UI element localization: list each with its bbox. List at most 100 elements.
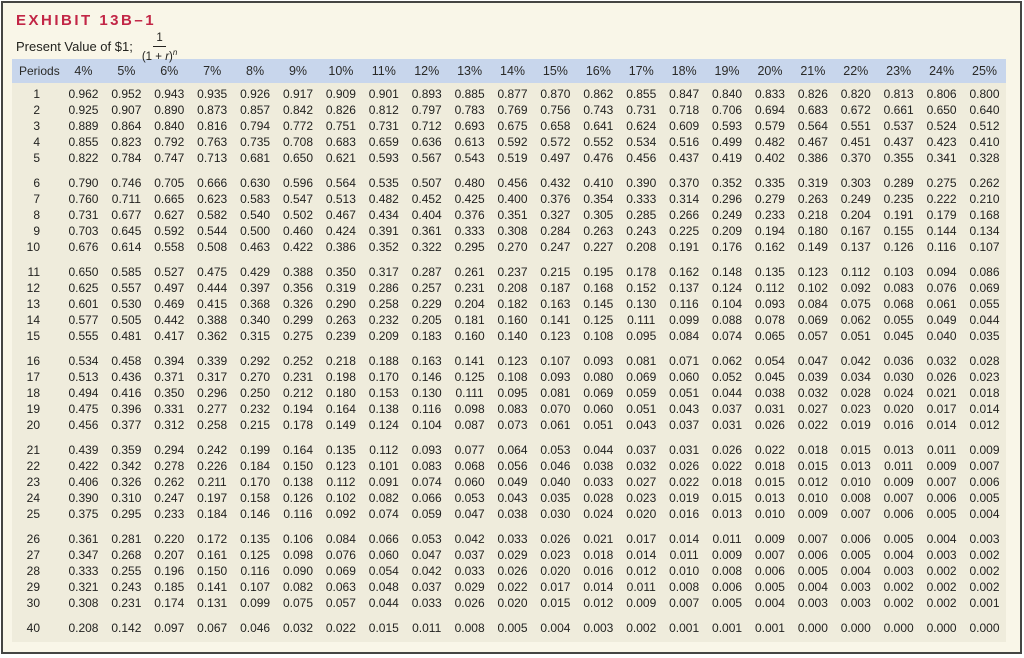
pv-cell: 0.502 (276, 207, 320, 223)
pv-cell: 0.012 (963, 417, 1006, 433)
pv-cell: 0.005 (920, 506, 964, 522)
pv-cell: 0.017 (920, 401, 964, 417)
pv-cell: 0.033 (576, 474, 620, 490)
pv-cell: 0.008 (662, 579, 706, 595)
pv-cell: 0.111 (619, 312, 663, 328)
pv-cell: 0.031 (748, 401, 792, 417)
pv-cell: 0.007 (963, 458, 1006, 474)
pv-cell: 0.402 (748, 150, 792, 166)
pv-cell: 0.051 (619, 401, 663, 417)
spacer-row (12, 522, 1006, 531)
pv-cell: 0.497 (147, 280, 191, 296)
pv-cell: 0.051 (576, 417, 620, 433)
pv-cell: 0.535 (362, 175, 406, 191)
pv-cell: 0.034 (834, 369, 878, 385)
pv-cell: 0.123 (533, 328, 577, 344)
spacer-row (12, 636, 1006, 642)
pv-cell: 0.333 (62, 563, 105, 579)
pv-cell: 0.833 (748, 86, 792, 102)
pv-cell: 0.885 (448, 86, 492, 102)
table-row: 30 0.308 0.231 0.174 0.131 0.099 0.075 0.057 0.0… (12, 595, 1006, 611)
pv-cell: 0.009 (791, 506, 835, 522)
pv-cell: 0.625 (62, 280, 105, 296)
pv-cell: 0.055 (963, 296, 1006, 312)
pv-cell: 0.769 (491, 102, 534, 118)
pv-cell: 0.005 (963, 490, 1006, 506)
period-cell: 16 (12, 353, 62, 369)
pv-cell: 0.004 (920, 531, 964, 547)
column-header: 19% (705, 59, 749, 83)
pv-cell: 0.864 (104, 118, 148, 134)
pv-cell: 0.204 (834, 207, 878, 223)
pv-cell: 0.116 (276, 506, 320, 522)
pv-cell: 0.855 (62, 134, 105, 150)
pv-cell: 0.068 (877, 296, 921, 312)
pv-cell: 0.377 (104, 417, 148, 433)
pv-cell: 0.756 (533, 102, 577, 118)
column-header: 15% (533, 59, 577, 83)
pv-cell: 0.339 (190, 353, 234, 369)
period-cell: 3 (12, 118, 62, 134)
pv-cell: 0.319 (791, 175, 835, 191)
pv-cell: 0.712 (405, 118, 449, 134)
table-row: 7 0.760 0.711 0.665 0.623 0.583 0.547 0.513 0.48… (12, 191, 1006, 207)
pv-cell: 0.043 (662, 401, 706, 417)
pv-cell: 0.295 (104, 506, 148, 522)
pv-cell: 0.627 (147, 207, 191, 223)
pv-cell: 0.011 (920, 442, 964, 458)
pv-cell: 0.636 (405, 134, 449, 150)
column-header: 13% (448, 59, 492, 83)
pv-cell: 0.813 (877, 86, 921, 102)
pv-cell: 0.026 (705, 442, 749, 458)
pv-cell: 0.112 (362, 442, 406, 458)
pv-cell: 0.057 (319, 595, 363, 611)
table-row: 5 0.822 0.784 0.747 0.713 0.681 0.650 0.621 0.59… (12, 150, 1006, 166)
pv-cell: 0.002 (877, 595, 921, 611)
pv-cell: 0.063 (319, 579, 363, 595)
pv-cell: 0.255 (104, 563, 148, 579)
pv-cell: 0.658 (533, 118, 577, 134)
pv-cell: 0.087 (448, 417, 492, 433)
pv-cell: 0.026 (448, 595, 492, 611)
pv-cell: 0.425 (448, 191, 492, 207)
pv-cell: 0.084 (319, 531, 363, 547)
pv-cell: 0.003 (877, 563, 921, 579)
pv-cell: 0.149 (319, 417, 363, 433)
pv-cell: 0.042 (834, 353, 878, 369)
pv-cell: 0.893 (405, 86, 449, 102)
pv-cell: 0.038 (491, 506, 534, 522)
pv-cell: 0.076 (319, 547, 363, 563)
pv-cell: 0.497 (533, 150, 577, 166)
pv-cell: 0.006 (963, 474, 1006, 490)
pv-cell: 0.026 (920, 369, 964, 385)
pv-cell: 0.146 (405, 369, 449, 385)
table-row: 12 0.625 0.557 0.497 0.444 0.397 0.356 0.319 0.2… (12, 280, 1006, 296)
exhibit-subtitle: Present Value of $1; (16, 38, 133, 54)
pv-cell: 0.107 (533, 353, 577, 369)
pv-cell: 0.124 (705, 280, 749, 296)
pv-cell: 0.681 (233, 150, 277, 166)
pv-cell: 0.444 (190, 280, 234, 296)
pv-cell: 0.060 (576, 401, 620, 417)
pv-cell: 0.075 (276, 595, 320, 611)
pv-cell: 0.018 (748, 458, 792, 474)
table-row: 18 0.494 0.416 0.350 0.296 0.250 0.212 0.180 0.1… (12, 385, 1006, 401)
pv-cell: 0.009 (748, 531, 792, 547)
pv-cell: 0.222 (920, 191, 964, 207)
pv-cell: 0.451 (834, 134, 878, 150)
table-row: 27 0.347 0.268 0.207 0.161 0.125 0.098 0.076 0.0… (12, 547, 1006, 563)
pv-cell: 0.011 (877, 458, 921, 474)
pv-cell: 0.544 (190, 223, 234, 239)
period-cell: 27 (12, 547, 62, 563)
pv-cell: 0.140 (491, 328, 534, 344)
pv-cell: 0.007 (834, 506, 878, 522)
pv-cell: 0.540 (233, 207, 277, 223)
table-row: 10 0.676 0.614 0.558 0.508 0.463 0.422 0.386 0.3… (12, 239, 1006, 255)
pv-cell: 0.508 (190, 239, 234, 255)
pv-cell: 0.150 (190, 563, 234, 579)
pv-cell: 0.016 (662, 506, 706, 522)
table-row: 3 0.889 0.864 0.840 0.816 0.794 0.772 0.751 0.73… (12, 118, 1006, 134)
pv-cell: 0.319 (319, 280, 363, 296)
column-header: 9% (276, 59, 320, 83)
pv-cell: 0.208 (491, 280, 534, 296)
